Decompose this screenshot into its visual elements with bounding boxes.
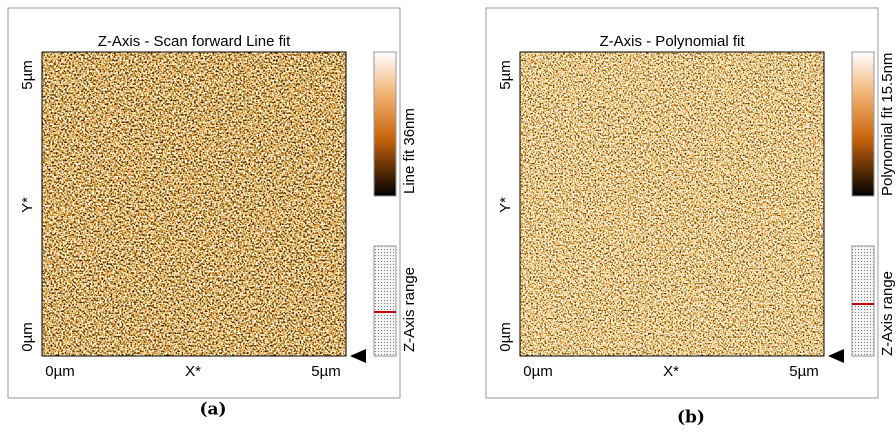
x-label: 0µm [45, 363, 74, 380]
x-label: X* [185, 363, 201, 380]
y-label: 0µm [497, 322, 514, 351]
colorbar [373, 51, 397, 197]
level-pointer [350, 349, 366, 363]
x-label: X* [663, 363, 679, 380]
y-label: 5µm [19, 60, 36, 89]
image-border [519, 51, 825, 357]
colorbar-label: Line fit 36nm [401, 108, 418, 194]
y-label: Y* [497, 197, 514, 213]
colorbar-label: Polynomial fit 15.5nm [879, 53, 896, 196]
panel-title: Z-Axis - Scan forward Line fit [98, 33, 291, 50]
colorbar [851, 51, 875, 197]
panel-title: Z-Axis - Polynomial fit [599, 33, 745, 50]
range-label: Z-Axis range [401, 267, 418, 352]
caption: (a) [199, 400, 226, 420]
y-label: Y* [19, 197, 36, 213]
level-pointer [828, 349, 844, 363]
range-box [373, 245, 397, 357]
afm-image [520, 52, 824, 356]
caption: (b) [677, 408, 705, 428]
x-label: 5µm [311, 363, 340, 380]
x-label: 5µm [789, 363, 818, 380]
range-label: Z-Axis range [879, 271, 896, 356]
image-border [41, 51, 347, 357]
x-label: 0µm [523, 363, 552, 380]
range-box [851, 245, 875, 357]
y-label: 0µm [19, 322, 36, 351]
y-label: 5µm [497, 60, 514, 89]
afm-image [42, 52, 346, 356]
